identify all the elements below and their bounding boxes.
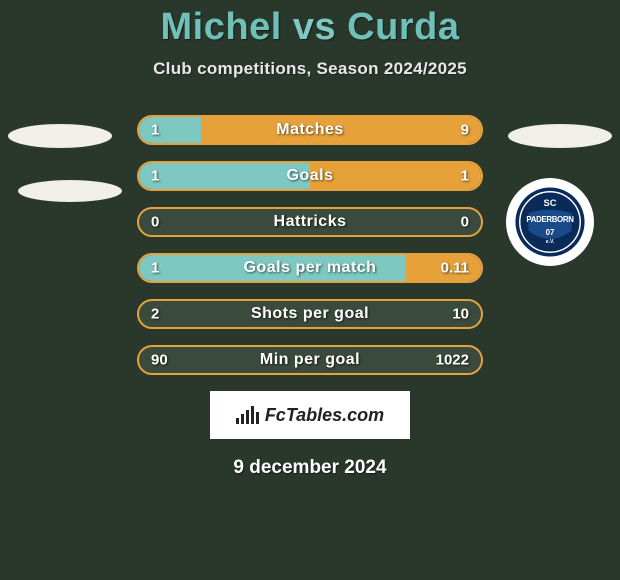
date-label: 9 december 2024	[0, 457, 620, 479]
value-left: 1	[151, 168, 159, 185]
value-right: 1	[461, 168, 469, 185]
player1-name: Michel	[161, 6, 282, 48]
brand-banner: FcTables.com	[210, 391, 410, 439]
brand-bars-icon	[236, 406, 259, 424]
stat-row: 0 0 Hattricks	[137, 207, 483, 237]
bar-right	[310, 163, 481, 189]
value-left: 90	[151, 352, 168, 369]
value-right: 1022	[436, 352, 469, 369]
value-right: 0	[461, 214, 469, 231]
player2-name: Curda	[347, 6, 459, 48]
value-right: 0.11	[441, 260, 469, 277]
subtitle: Club competitions, Season 2024/2025	[0, 59, 620, 79]
stat-row: 1 9 Matches	[137, 115, 483, 145]
comparison-title: Michel vs Curda	[0, 0, 620, 49]
stat-label: Goals	[287, 167, 334, 185]
vs-separator: vs	[293, 6, 336, 48]
value-left: 1	[151, 122, 159, 139]
stat-label: Min per goal	[260, 351, 360, 369]
stat-label: Hattricks	[274, 213, 347, 231]
stat-label: Goals per match	[244, 259, 377, 277]
brand-text: FcTables.com	[265, 405, 384, 426]
value-right: 9	[461, 122, 469, 139]
stat-label: Matches	[276, 121, 344, 139]
bar-left	[139, 163, 310, 189]
stat-label: Shots per goal	[251, 305, 369, 323]
stat-row: 1 1 Goals	[137, 161, 483, 191]
stat-row: 2 10 Shots per goal	[137, 299, 483, 329]
value-left: 1	[151, 260, 159, 277]
stat-row: 90 1022 Min per goal	[137, 345, 483, 375]
stat-row: 1 0.11 Goals per match	[137, 253, 483, 283]
value-right: 10	[452, 306, 469, 323]
stats-container: 1 9 Matches 1 1 Goals 0 0 Hattricks 1 0.11 Goals pe…	[0, 115, 620, 479]
value-left: 0	[151, 214, 159, 231]
stat-rows: 1 9 Matches 1 1 Goals 0 0 Hattricks 1 0.11 Goals pe…	[137, 115, 483, 375]
bar-left	[139, 117, 201, 143]
value-left: 2	[151, 306, 159, 323]
